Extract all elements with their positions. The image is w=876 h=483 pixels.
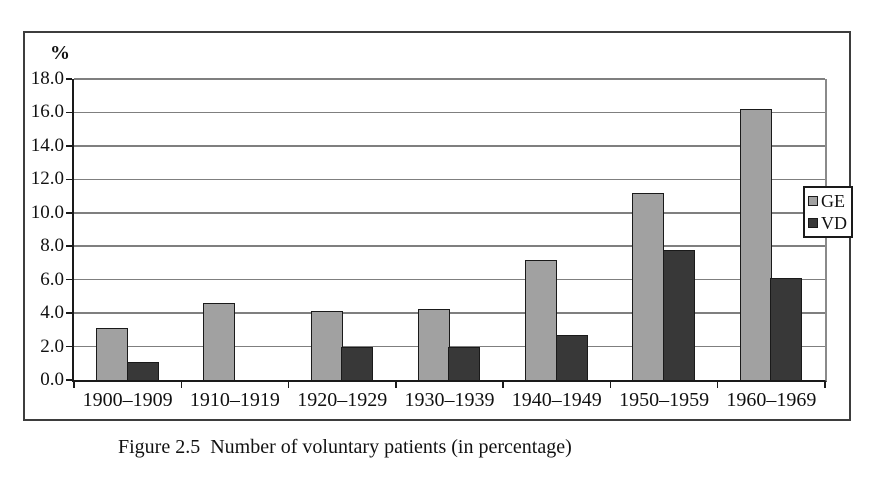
bar-VD: [341, 347, 374, 380]
bar-VD: [448, 347, 481, 380]
y-axis-tick: [66, 245, 72, 247]
y-axis-tick: [66, 145, 72, 147]
legend-row-VD: VD: [808, 212, 849, 234]
y-axis-tick: [66, 78, 72, 80]
plot-area: 1900–1909 1910–1919 1920–1929 1930–1939 1940…: [66, 78, 827, 411]
legend: GE VD: [803, 186, 853, 238]
legend-label-VD: VD: [821, 213, 847, 233]
x-axis-tick: [609, 382, 612, 388]
x-axis-tick: [716, 382, 719, 388]
legend-label-GE: GE: [821, 191, 845, 211]
y-axis-unit-label: %: [50, 42, 70, 64]
x-axis-label: 1920–1929: [297, 389, 388, 411]
figure-caption: Figure 2.5 Number of voluntary patients …: [118, 436, 572, 458]
y-axis-tick: [66, 111, 72, 114]
gridline: [74, 212, 825, 214]
x-axis-tick: [73, 382, 75, 388]
y-axis-tick: [66, 379, 72, 381]
bar-VD: [662, 249, 695, 380]
x-axis-label: 1940–1949: [511, 389, 602, 411]
gridline: [74, 278, 825, 281]
x-axis-tick: [180, 382, 183, 388]
legend-row-GE: GE: [808, 190, 849, 212]
y-axis-label: 10.0: [30, 201, 64, 223]
bar-GE: [96, 328, 128, 380]
y-axis-label: 18.0: [30, 68, 64, 89]
y-axis-label: 2.0: [40, 335, 64, 357]
x-axis-tick: [395, 382, 397, 388]
y-axis-label: 16.0: [30, 101, 64, 123]
y-axis-tick: [66, 345, 72, 348]
bar-GE: [417, 308, 450, 380]
y-axis-label: 6.0: [40, 268, 64, 290]
y-axis-tick: [66, 278, 72, 281]
y-axis-label: 0.0: [40, 369, 64, 390]
legend-swatch-GE: [808, 196, 818, 206]
bar-VD: [126, 362, 159, 380]
x-axis-label: 1900–1909: [82, 389, 173, 411]
bar-GE: [203, 303, 236, 380]
gridline: [74, 245, 825, 247]
bar-VD: [555, 334, 588, 380]
x-axis-label: 1950–1959: [619, 389, 710, 411]
bar-VD: [770, 278, 803, 380]
y-axis-label: 4.0: [40, 302, 64, 324]
x-axis-label: 1910–1919: [189, 389, 280, 411]
x-axis-label: 1930–1939: [404, 389, 495, 411]
legend-swatch-VD: [808, 218, 818, 228]
gridline: [74, 145, 825, 147]
y-axis-labels: 0.0 2.0 4.0 6.0 8.0 10.0 12.0 14.0 16.0 18.0: [0, 68, 64, 390]
x-axis-label: 1960–1969: [726, 389, 817, 411]
x-axis-tick: [502, 382, 504, 388]
bar-GE: [632, 192, 665, 380]
x-axis-tick: [287, 382, 290, 388]
bar-GE: [310, 310, 343, 380]
y-axis-tick: [66, 312, 72, 314]
bar-GE: [525, 259, 558, 380]
y-axis-label: 14.0: [30, 134, 64, 156]
x-axis-tick: [824, 382, 826, 388]
y-axis-label: 8.0: [40, 235, 64, 257]
y-axis-tick: [66, 178, 72, 181]
gridline: [74, 78, 825, 80]
gridline: [74, 111, 825, 114]
bar-GE: [739, 109, 772, 380]
y-axis-tick: [66, 212, 72, 214]
y-axis-label: 12.0: [30, 168, 64, 190]
gridline: [74, 178, 825, 181]
